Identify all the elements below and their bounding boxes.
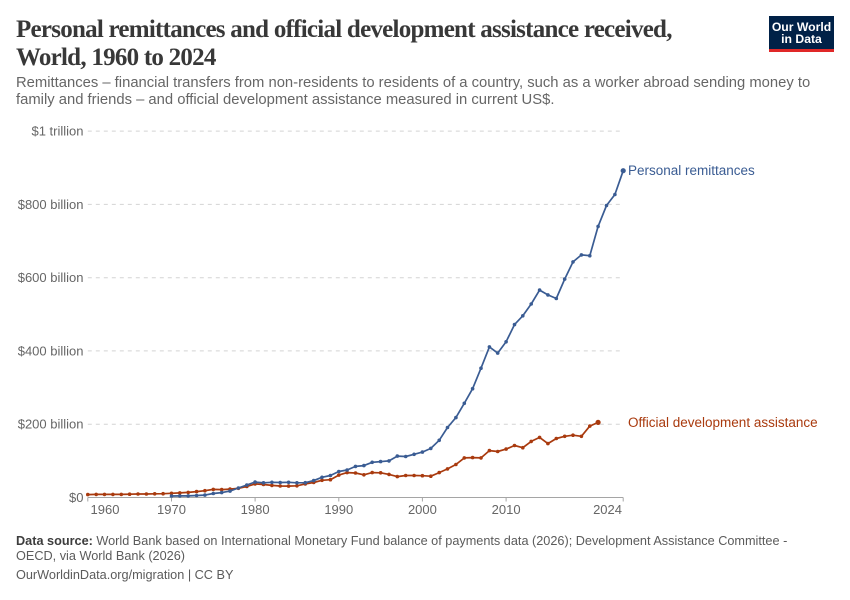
- svg-text:2000: 2000: [408, 502, 437, 517]
- svg-text:1980: 1980: [241, 502, 270, 517]
- svg-text:2024: 2024: [593, 502, 622, 517]
- svg-text:$400 billion: $400 billion: [18, 343, 84, 358]
- svg-text:$600 billion: $600 billion: [18, 270, 84, 285]
- svg-text:2010: 2010: [492, 502, 521, 517]
- svg-text:1960: 1960: [91, 502, 120, 517]
- svg-text:$0: $0: [69, 490, 83, 505]
- svg-text:1990: 1990: [324, 502, 353, 517]
- svg-text:Personal remittances: Personal remittances: [628, 163, 755, 178]
- svg-text:1970: 1970: [157, 502, 186, 517]
- svg-text:$1 trillion: $1 trillion: [31, 124, 83, 139]
- svg-text:$200 billion: $200 billion: [18, 417, 84, 432]
- svg-text:Official development assistanc: Official development assistance: [628, 415, 818, 430]
- svg-text:$800 billion: $800 billion: [18, 197, 84, 212]
